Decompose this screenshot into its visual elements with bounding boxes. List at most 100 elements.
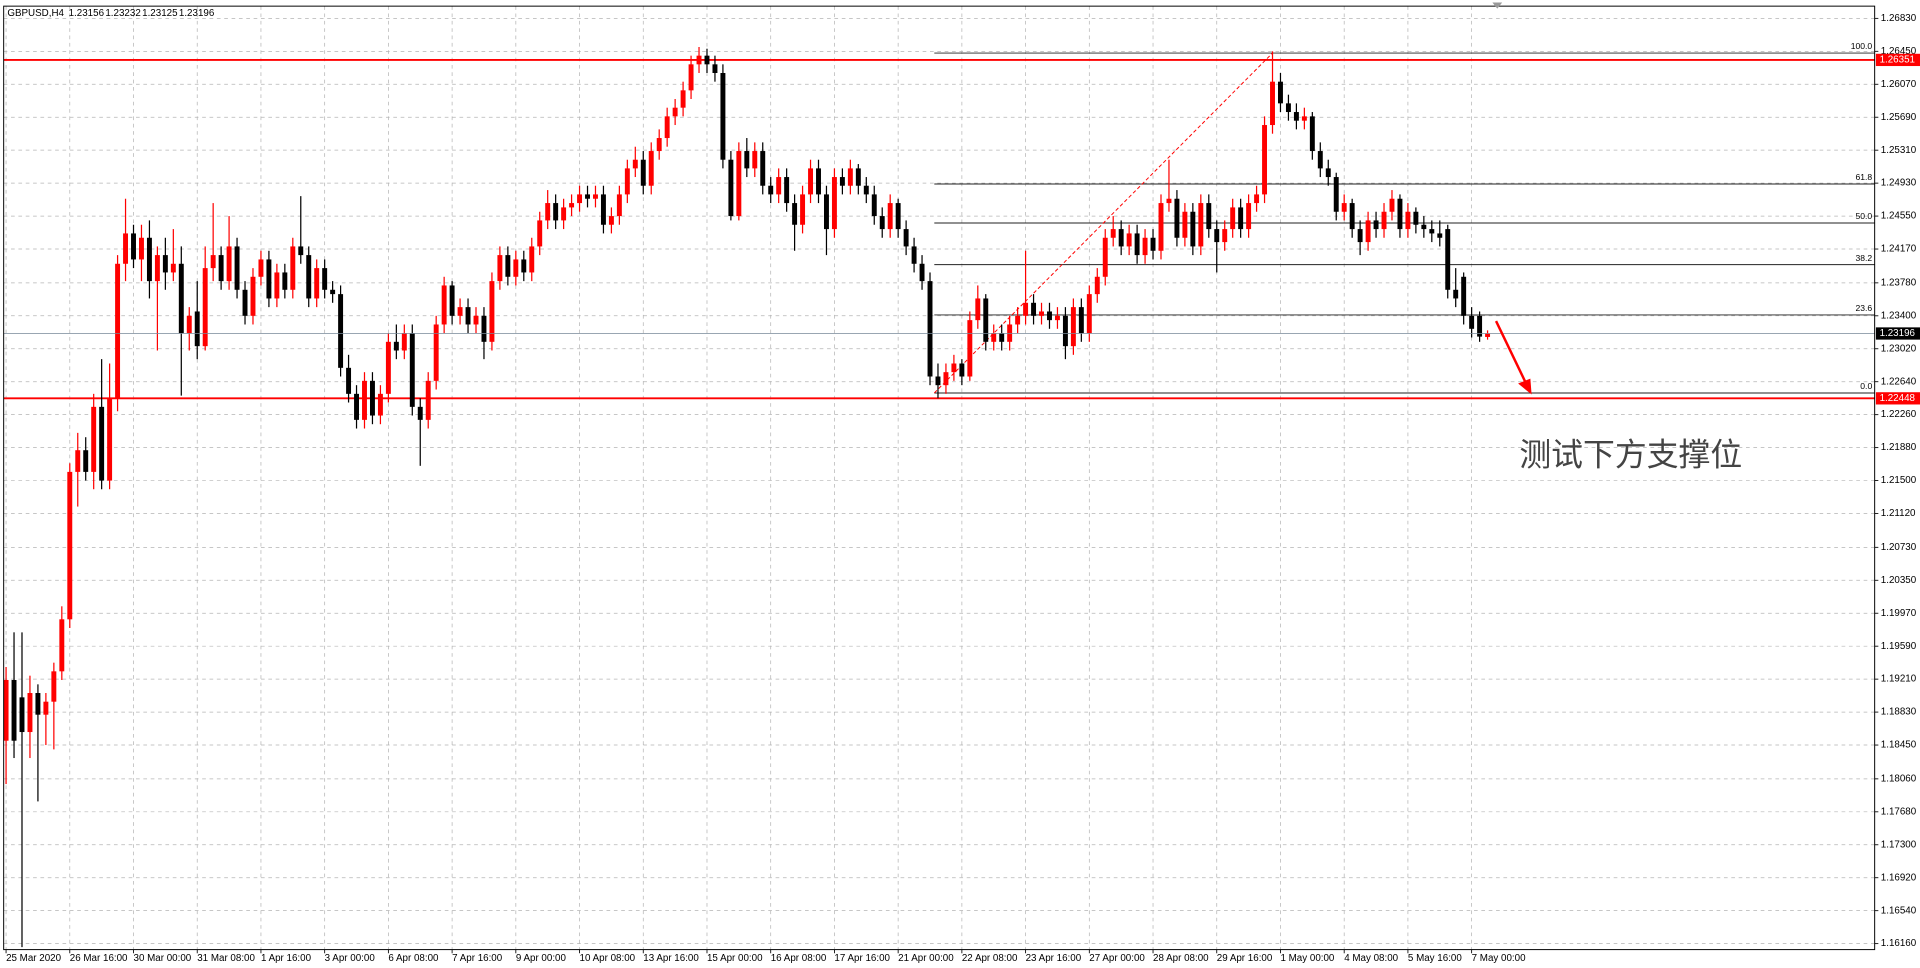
candle-body <box>417 406 423 420</box>
candle-body <box>585 194 590 199</box>
candle-body <box>696 55 702 65</box>
x-tick-label: 27 Apr 00:00 <box>1089 953 1145 964</box>
candle-body <box>178 263 184 334</box>
hline-label-bg <box>1875 392 1920 405</box>
candle-body <box>489 281 495 342</box>
candle-body <box>760 151 766 186</box>
y-tick-label: 1.26070 <box>1881 79 1917 90</box>
candle-body <box>234 246 240 290</box>
y-tick-label: 1.25690 <box>1881 112 1917 123</box>
candle-body <box>59 619 65 672</box>
candle-body <box>608 216 614 225</box>
candle-body <box>704 55 710 65</box>
candle-body <box>999 333 1005 342</box>
x-tick-label: 9 Apr 00:00 <box>516 953 567 964</box>
price-label: 1.23196 <box>1880 328 1916 339</box>
candle-body <box>274 272 280 299</box>
y-tick-label: 1.19590 <box>1881 641 1917 652</box>
candle-body <box>816 168 821 195</box>
candle-body <box>75 450 81 472</box>
candle-body <box>664 116 670 139</box>
candle-body <box>497 255 503 282</box>
y-tick-label: 1.21880 <box>1881 442 1917 453</box>
candle-body <box>728 159 734 217</box>
y-tick-label: 1.16920 <box>1881 872 1917 883</box>
candle-body <box>983 298 989 342</box>
candle-body <box>1238 207 1244 230</box>
candle-body <box>186 315 192 334</box>
candle-body <box>871 194 877 217</box>
header-high: 1.23232 <box>105 8 140 19</box>
candle-body <box>1373 220 1379 230</box>
candle-body <box>688 64 694 91</box>
x-tick-label: 6 Apr 08:00 <box>388 953 439 964</box>
candle-body <box>784 177 790 204</box>
y-tick-label: 1.17300 <box>1881 839 1917 850</box>
candle-body <box>51 671 57 702</box>
candle-body <box>911 246 917 264</box>
candle-body <box>19 697 25 733</box>
y-tick-label: 1.25310 <box>1881 145 1917 156</box>
candle-body <box>1039 311 1044 316</box>
candle-body <box>776 177 782 195</box>
x-tick-label: 31 Mar 08:00 <box>197 953 255 964</box>
candle-body <box>561 207 567 221</box>
candle-body <box>808 168 814 195</box>
candle-body <box>1317 151 1323 169</box>
candle-body <box>338 294 344 368</box>
candle-body <box>656 138 662 152</box>
x-tick-label: 1 May 00:00 <box>1280 953 1334 964</box>
candle-body <box>1405 211 1411 230</box>
candle-body <box>1341 203 1347 212</box>
candle-body <box>67 471 73 620</box>
candle-body <box>800 194 806 225</box>
candle-body <box>409 333 415 407</box>
y-tick-label: 1.21500 <box>1881 475 1917 486</box>
candle-body <box>306 255 312 299</box>
candle-body <box>202 268 208 347</box>
plot-frame <box>3 5 1876 951</box>
candle-body <box>505 255 511 277</box>
candle-body <box>545 203 551 221</box>
candle-body <box>975 298 981 321</box>
y-tick-label: 1.24550 <box>1881 211 1917 222</box>
candle-body <box>951 363 957 373</box>
candle-body <box>1453 289 1459 299</box>
y-tick-label: 1.24930 <box>1881 178 1917 189</box>
candle-body <box>123 233 129 264</box>
candle-body <box>1270 81 1275 126</box>
x-tick-label: 29 Apr 16:00 <box>1217 953 1273 964</box>
x-tick-label: 28 Apr 08:00 <box>1153 953 1209 964</box>
candle-body <box>298 246 304 256</box>
y-tick-label: 1.17680 <box>1881 806 1917 817</box>
y-tick-label: 1.19970 <box>1881 608 1917 619</box>
candle-body <box>1333 177 1339 212</box>
x-tick-label: 10 Apr 08:00 <box>580 953 636 964</box>
candle-body <box>1134 233 1140 256</box>
y-tick-label: 1.18830 <box>1881 707 1917 718</box>
candle-body <box>170 263 176 273</box>
candle-body <box>521 259 527 273</box>
shift-marker <box>1492 2 1503 9</box>
arrow <box>1494 320 1532 395</box>
x-tick-label: 26 Mar 16:00 <box>70 953 128 964</box>
candle-body <box>855 168 861 186</box>
candle-body <box>616 194 622 217</box>
candle-body <box>314 268 320 299</box>
candle-body <box>250 276 256 316</box>
x-tick-label: 22 Apr 08:00 <box>962 953 1018 964</box>
candle-body <box>1230 207 1236 230</box>
candle-body <box>768 185 774 195</box>
candle-body <box>1031 302 1037 316</box>
candle-body <box>330 289 336 295</box>
candle-body <box>322 268 328 290</box>
y-tick-label: 1.21120 <box>1881 508 1916 519</box>
fibo-label: 100.0 <box>1851 41 1873 51</box>
candle-body <box>1182 211 1188 238</box>
fibo-label: 38.2 <box>1856 253 1873 263</box>
candle-body <box>895 203 901 230</box>
candle-body <box>282 272 288 290</box>
candle-body <box>1070 307 1076 347</box>
